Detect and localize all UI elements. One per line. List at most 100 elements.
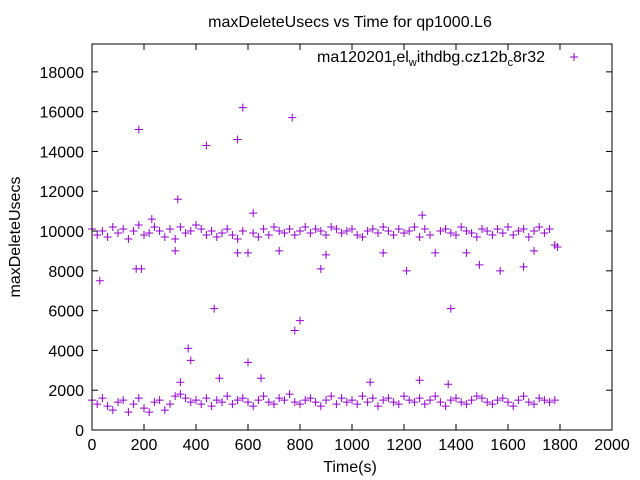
data-point <box>530 227 538 236</box>
data-point <box>519 225 528 234</box>
data-point <box>483 227 492 236</box>
plot-frame <box>91 43 613 431</box>
data-point <box>389 398 398 407</box>
data-point <box>98 394 107 403</box>
x-tick-label: 1400 <box>438 437 474 454</box>
data-point <box>327 392 336 401</box>
data-point <box>374 402 382 411</box>
data-point <box>285 390 294 399</box>
data-point <box>368 394 377 403</box>
data-point <box>379 396 388 405</box>
data-point <box>134 221 143 230</box>
data-point <box>181 394 190 403</box>
legend-label: ma120201relwithdbg.cz12bc8r32 <box>317 49 545 69</box>
data-point <box>462 400 471 409</box>
data-point <box>103 233 112 241</box>
data-point <box>374 229 382 238</box>
data-point <box>472 233 481 241</box>
data-point <box>108 406 117 415</box>
data-point <box>400 229 408 238</box>
data-point <box>202 141 211 150</box>
data-point <box>301 396 310 405</box>
data-point <box>498 229 507 238</box>
data-point <box>524 233 533 241</box>
data-point <box>301 223 310 232</box>
data-point <box>95 276 104 285</box>
data-point <box>181 229 190 238</box>
data-point <box>296 400 304 409</box>
data-point <box>530 246 538 255</box>
data-point <box>368 225 377 234</box>
data-point <box>545 225 554 234</box>
x-tick-label: 1000 <box>334 437 370 454</box>
data-point <box>462 248 471 257</box>
data-point <box>306 394 315 403</box>
data-point <box>545 398 554 407</box>
x-tick-label: 600 <box>235 437 262 454</box>
y-tick-label: 12000 <box>40 184 85 201</box>
data-point <box>504 398 512 407</box>
data-point <box>280 396 289 405</box>
data-point <box>322 231 330 240</box>
data-point <box>514 227 523 236</box>
data-point <box>233 234 242 243</box>
data-point <box>290 398 299 407</box>
data-point <box>140 404 148 413</box>
data-point <box>358 233 367 241</box>
data-point <box>296 227 304 236</box>
data-point <box>296 316 304 325</box>
data-point <box>275 246 284 255</box>
data-point <box>332 400 341 409</box>
x-tick-label: 0 <box>88 437 97 454</box>
data-point <box>155 227 164 236</box>
data-point <box>342 227 351 236</box>
data-point <box>509 231 518 240</box>
data-point <box>264 398 273 407</box>
data-point <box>223 225 232 234</box>
data-point <box>238 394 247 403</box>
data-point <box>353 231 362 240</box>
data-point <box>137 264 146 273</box>
data-point <box>540 396 549 405</box>
data-point <box>519 392 528 401</box>
x-tick-label: 1200 <box>386 437 422 454</box>
data-point <box>228 231 237 240</box>
data-point <box>285 225 294 234</box>
data-point <box>311 225 320 234</box>
y-tick-label: 4000 <box>48 343 84 360</box>
data-point <box>108 223 117 232</box>
data-point <box>446 396 455 405</box>
data-point <box>207 227 216 236</box>
data-point <box>496 266 505 275</box>
data-point <box>322 396 330 405</box>
y-tick-label: 10000 <box>40 224 85 241</box>
data-point <box>233 248 242 257</box>
data-point <box>337 229 346 238</box>
data-point <box>410 223 419 232</box>
data-point <box>394 400 403 409</box>
x-tick-label: 800 <box>287 437 314 454</box>
data-point <box>493 225 502 234</box>
data-point <box>290 326 299 335</box>
data-point <box>124 408 133 417</box>
data-point <box>322 250 330 259</box>
data-point <box>475 260 484 269</box>
data-point <box>431 248 440 257</box>
y-tick-label: 2000 <box>48 383 84 400</box>
chart-title: maxDeleteUsecs vs Time for qp1000.L6 <box>208 14 492 31</box>
data-point <box>129 400 138 409</box>
data-point <box>358 392 367 401</box>
data-point <box>342 398 351 407</box>
data-point <box>176 223 185 232</box>
data-point <box>238 227 247 236</box>
data-point <box>316 227 325 236</box>
data-point <box>540 229 549 238</box>
data-point <box>530 400 538 409</box>
data-point <box>186 398 195 407</box>
data-point <box>519 262 528 271</box>
data-point <box>316 402 325 411</box>
data-point <box>457 223 466 232</box>
data-point <box>212 396 221 405</box>
data-point <box>192 221 200 230</box>
